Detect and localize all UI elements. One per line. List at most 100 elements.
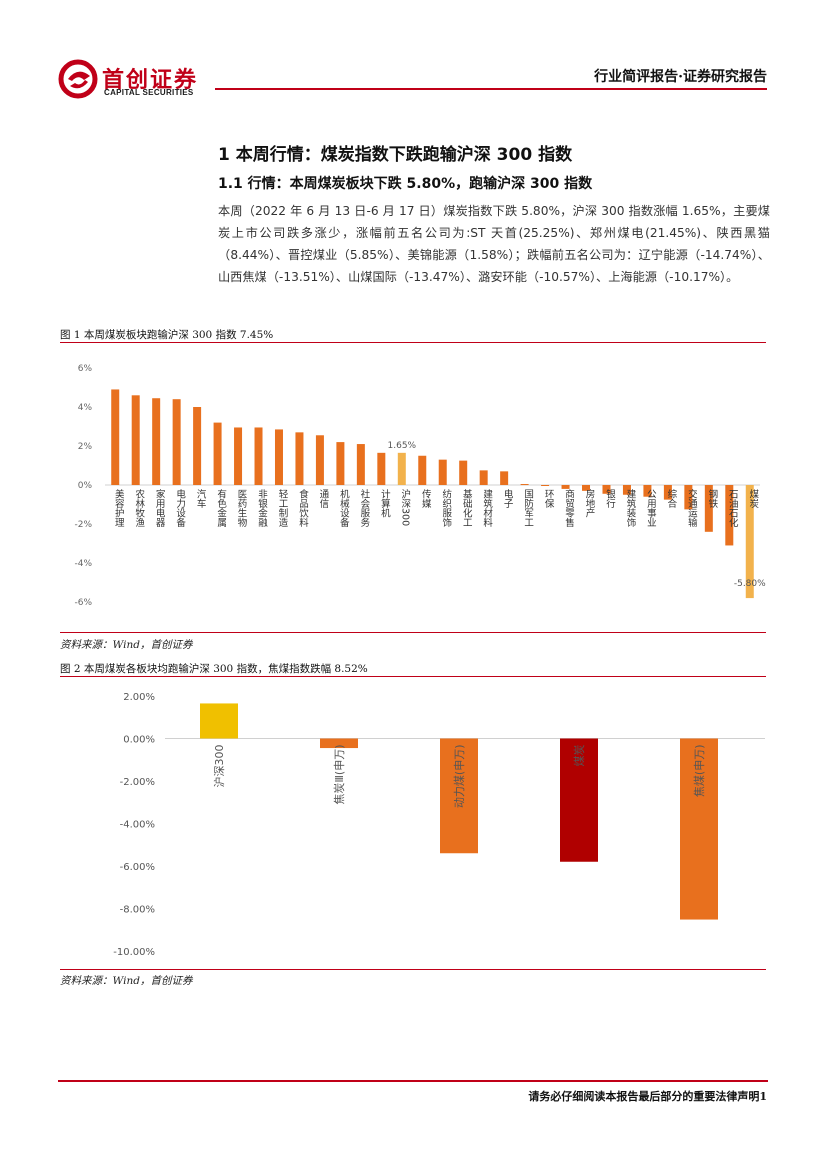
x-tick-label: 家用电器 xyxy=(154,488,166,527)
footer-divider xyxy=(58,1080,768,1082)
x-tick-label: 社会服务 xyxy=(358,488,370,528)
bar-社会服务 xyxy=(356,444,365,485)
x-tick-label: 传媒 xyxy=(420,488,432,509)
y-tick-label: -2% xyxy=(74,520,92,530)
x-tick-label: 轻工制造 xyxy=(276,488,288,528)
bar-家用电器 xyxy=(152,398,161,485)
x-tick-label: 交通运输 xyxy=(686,488,698,528)
x-tick-label: 电力设备 xyxy=(174,488,186,528)
bar-美容护理 xyxy=(111,389,120,485)
bar-机械设备 xyxy=(336,442,345,485)
body-paragraph: 本周（2022 年 6 月 13 日-6 月 17 日）煤炭指数下跌 5.80%… xyxy=(218,204,770,284)
bar-汽车 xyxy=(193,407,202,485)
y-tick-label: 0.00% xyxy=(123,735,155,746)
bar-商贸零售 xyxy=(561,485,570,489)
data-label: 1.65% xyxy=(388,441,417,451)
x-tick-label: 机械设备 xyxy=(338,488,350,528)
y-tick-label: 2.00% xyxy=(123,692,155,703)
x-tick-label: 综合 xyxy=(665,488,677,509)
x-tick-label: 汽车 xyxy=(195,488,207,509)
x-tick-label: 通信 xyxy=(317,489,329,509)
y-tick-label: -6.00% xyxy=(120,862,155,873)
report-type-label: 行业简评报告·证券研究报告 xyxy=(594,69,767,85)
bar-电子 xyxy=(500,471,509,485)
subsection-heading: 1.1 行情：本周煤炭板块下跌 5.80%，跑输沪深 300 指数 xyxy=(218,176,593,192)
figure2-title: 图 2 本周煤炭各板块均跑输沪深 300 指数，焦煤指数跌幅 8.52% xyxy=(60,663,368,675)
x-tick-label: 煤炭 xyxy=(747,488,759,509)
x-tick-label: 非银金融 xyxy=(256,488,268,528)
bar-建筑装饰 xyxy=(622,485,631,495)
x-tick-label: 纺织服饰 xyxy=(440,488,452,528)
bar-综合 xyxy=(663,485,672,500)
x-tick-label: 农林牧渔 xyxy=(133,488,145,527)
y-tick-label: -6% xyxy=(74,598,92,608)
figure2-bottom-rule xyxy=(60,969,766,970)
x-tick-label: 焦炭Ⅲ(申万) xyxy=(333,745,346,805)
y-tick-label: -2.00% xyxy=(120,777,155,788)
figure1-title: 图 1 本周煤炭板块跑输沪深 300 指数 7.45% xyxy=(60,329,274,341)
page-number: 1 xyxy=(759,1090,767,1103)
bar-纺织服饰 xyxy=(438,459,447,485)
x-tick-label: 公用事业 xyxy=(645,489,657,527)
figure2-bar-chart: 2.00% 0.00% -2.00% -4.00% -6.00% -8.00% -10.00… xyxy=(113,692,765,958)
y-tick-label: 2% xyxy=(78,442,93,452)
bar-房地产 xyxy=(582,485,591,491)
brand-logo xyxy=(58,58,228,100)
y-tick-label: 0% xyxy=(78,481,93,491)
bar-基础化工 xyxy=(459,460,468,485)
bar-焦煤(申万) xyxy=(680,738,718,920)
bar-轻工制造 xyxy=(274,429,283,485)
bar-焦炭Ⅲ(申万) xyxy=(320,738,358,749)
x-tick-label: 医药生物 xyxy=(236,489,248,528)
bar-沪深300 xyxy=(200,703,238,739)
bar-医药生物 xyxy=(234,427,243,485)
x-tick-label: 沪深300 xyxy=(399,488,411,526)
x-tick-label: 建筑材料 xyxy=(481,488,493,528)
figure2-source: 资料来源：Wind，首创证券 xyxy=(60,975,193,987)
x-tick-label: 石油石化 xyxy=(727,489,739,528)
x-tick-label: 焦煤(申万) xyxy=(693,745,706,798)
x-tick-label: 有色金属 xyxy=(215,488,227,528)
x-tick-label: 环保 xyxy=(543,489,555,509)
x-tick-label: 沪深300 xyxy=(212,745,226,788)
bar-公用事业 xyxy=(643,485,652,497)
x-tick-label: 建筑装饰 xyxy=(624,488,636,528)
bar-石油石化 xyxy=(725,485,734,546)
bar-煤炭 xyxy=(560,738,598,862)
bar-食品饮料 xyxy=(295,432,304,485)
y-tick-label: -8.00% xyxy=(120,905,155,916)
figure1-bar-chart: 6% 4% 2% 0% -2% -4% -6% 美容护理 农林牧渔 家用电器 电力设备 汽车 有色金属医… xyxy=(74,364,766,608)
x-tick-label: 计算机 xyxy=(379,488,391,518)
bar-通信 xyxy=(315,435,324,485)
x-tick-label: 基础化工 xyxy=(461,488,473,527)
header-divider xyxy=(215,88,767,90)
x-tick-label: 房地产 xyxy=(584,488,596,518)
x-tick-label: 银行 xyxy=(604,488,616,509)
y-tick-label: -10.00% xyxy=(113,947,155,958)
y-tick-label: 4% xyxy=(78,403,93,413)
bar-建筑材料 xyxy=(479,470,488,485)
footer-disclaimer: 请务必仔细阅读本报告最后部分的重要法律声明1 xyxy=(528,1088,767,1104)
bar-农林牧渔 xyxy=(131,395,140,485)
x-tick-label: 钢铁 xyxy=(706,488,718,509)
y-tick-label: -4% xyxy=(74,559,92,569)
bar-环保 xyxy=(541,485,550,486)
x-tick-label: 食品饮料 xyxy=(297,488,309,528)
footer-disclaimer-text: 请务必仔细阅读本报告最后部分的重要法律声明 xyxy=(528,1090,760,1103)
figure1-source: 资料来源：Wind，首创证券 xyxy=(60,639,193,651)
bar-传媒 xyxy=(418,455,427,485)
x-tick-label: 煤炭 xyxy=(573,745,586,767)
bar-煤炭 xyxy=(745,485,754,599)
section-heading: 1 本周行情：煤炭指数下跌跑输沪深 300 指数 xyxy=(218,145,573,165)
x-tick-label: 动力煤(申万) xyxy=(453,745,466,809)
y-tick-label: -4.00% xyxy=(120,820,155,831)
bar-银行 xyxy=(602,485,611,494)
brand-name: 首创证券 xyxy=(102,68,199,93)
bar-国防军工 xyxy=(520,484,529,486)
bar-电力设备 xyxy=(172,399,181,485)
y-tick-label: 6% xyxy=(78,364,93,374)
figure1-bottom-rule xyxy=(60,632,766,633)
bar-钢铁 xyxy=(704,485,713,532)
bar-非银金融 xyxy=(254,427,263,485)
bar-有色金属 xyxy=(213,422,222,485)
